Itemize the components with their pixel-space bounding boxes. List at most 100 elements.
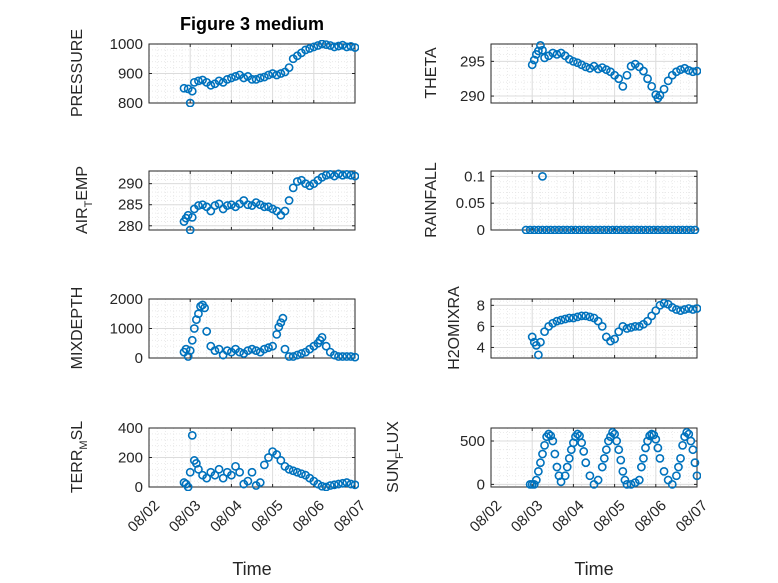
x-tick-label: 08/02 xyxy=(125,497,164,536)
data-point xyxy=(581,458,591,468)
data-point xyxy=(334,479,343,489)
data-point xyxy=(550,449,560,459)
ylabel-terr-sub: M xyxy=(78,440,90,449)
data-point xyxy=(692,471,701,481)
data-point xyxy=(682,427,692,437)
data-point xyxy=(585,312,595,322)
data-point xyxy=(185,98,195,107)
data-point xyxy=(560,314,570,324)
data-point xyxy=(251,346,261,356)
x-tick-label: 08/04 xyxy=(207,497,246,536)
data-point xyxy=(284,63,294,72)
data-point xyxy=(556,477,566,487)
data-point xyxy=(255,478,265,487)
data-point xyxy=(608,427,617,437)
data-point xyxy=(313,41,323,50)
y-tick-label: 400 xyxy=(118,420,143,437)
data-point xyxy=(222,75,232,84)
data-point xyxy=(284,464,294,474)
data-point xyxy=(206,206,216,216)
data-point xyxy=(674,462,683,472)
data-point xyxy=(688,67,698,77)
data-point xyxy=(643,436,652,446)
data-point xyxy=(571,225,580,234)
data-point xyxy=(350,43,359,52)
data-point xyxy=(346,41,356,51)
data-point xyxy=(538,225,547,234)
data-point xyxy=(601,445,611,455)
data-point xyxy=(210,470,220,480)
data-point xyxy=(329,480,339,490)
data-point xyxy=(634,475,644,485)
data-point xyxy=(292,177,302,186)
data-point xyxy=(618,81,628,91)
ylabel-theta: THETA xyxy=(423,47,440,99)
ylabel-air-temp-rest: EMP xyxy=(74,166,91,201)
data-point xyxy=(179,83,189,93)
data-point xyxy=(647,311,657,321)
data-point xyxy=(284,196,294,205)
data-point xyxy=(226,470,236,480)
ylabel-terr-msl: TERRMSL xyxy=(69,421,90,493)
data-point xyxy=(636,462,646,472)
ylabel-pressure: PRESSURE xyxy=(69,29,86,117)
data-point xyxy=(251,75,261,84)
data-point xyxy=(676,306,685,315)
data-point xyxy=(235,347,245,357)
plot-air-temp: 280 285 290 xyxy=(118,169,359,235)
data-point xyxy=(239,73,249,83)
data-point xyxy=(643,74,652,84)
data-point xyxy=(297,469,306,479)
data-point xyxy=(593,475,603,485)
data-point xyxy=(206,80,216,90)
data-point xyxy=(692,304,701,313)
data-point xyxy=(672,305,681,314)
data-point xyxy=(189,324,199,333)
data-point xyxy=(562,462,572,472)
data-point xyxy=(678,440,687,450)
data-point xyxy=(579,225,589,234)
data-point xyxy=(183,482,193,491)
data-point xyxy=(321,482,331,491)
xlabel-right: Time xyxy=(574,559,613,579)
series-markers xyxy=(179,430,359,491)
data-point xyxy=(540,327,549,337)
data-point xyxy=(599,225,609,234)
data-point xyxy=(264,453,273,462)
y-tick-label: 290 xyxy=(118,176,143,193)
data-point xyxy=(610,334,619,344)
plot-rainfall: 0 0.05 0.1 xyxy=(456,168,700,239)
data-point xyxy=(581,62,591,72)
y-tick-label: 1000 xyxy=(110,36,143,53)
ylabel-terr-rest: SL xyxy=(69,421,86,441)
data-point xyxy=(564,453,574,463)
data-point xyxy=(659,466,669,476)
data-point xyxy=(616,225,626,234)
data-point xyxy=(661,225,671,234)
ylabel-air-temp-sub: T xyxy=(83,200,95,207)
data-point xyxy=(651,306,661,315)
x-tick-label: 08/06 xyxy=(631,497,670,536)
data-point xyxy=(639,66,648,76)
data-point xyxy=(196,301,205,311)
data-point xyxy=(259,202,269,212)
data-point xyxy=(334,352,343,361)
data-point xyxy=(529,225,539,234)
data-point xyxy=(643,316,652,326)
data-point xyxy=(552,462,562,472)
data-point xyxy=(669,225,679,234)
data-point xyxy=(647,81,657,91)
y-tick-label: 0.1 xyxy=(464,168,485,185)
data-point xyxy=(334,169,343,179)
data-point xyxy=(301,45,310,55)
data-point xyxy=(620,225,630,234)
data-point xyxy=(194,201,203,210)
data-point xyxy=(529,479,539,489)
x-tick-label: 08/04 xyxy=(549,497,588,536)
data-point xyxy=(665,225,675,234)
data-point xyxy=(329,42,339,52)
axes-box xyxy=(490,298,698,359)
data-point xyxy=(533,350,543,360)
data-point xyxy=(538,45,547,55)
data-point xyxy=(214,344,224,354)
